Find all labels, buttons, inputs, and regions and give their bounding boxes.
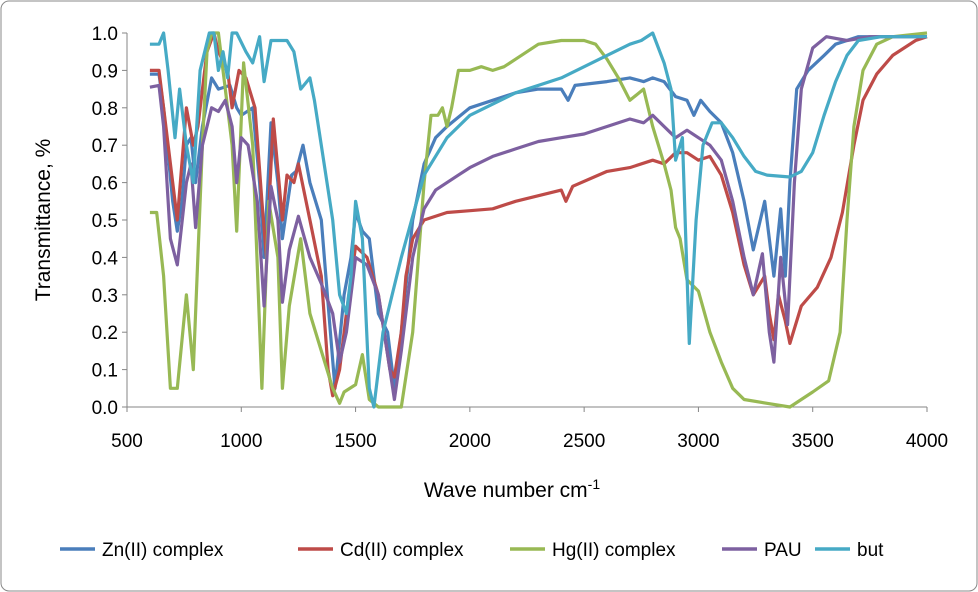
x-axis-title: Wave number cm-1	[424, 476, 600, 502]
y-tick-label: 0.0	[92, 398, 118, 419]
y-tick-label: 0.1	[92, 361, 118, 382]
x-tick-label: 1000	[220, 431, 262, 452]
y-tick-label: 0.2	[92, 323, 118, 344]
series-line-hg-ii-complex	[149, 31, 928, 409]
x-tick-label: 1500	[334, 431, 376, 452]
y-axis-title: Transmittance, %	[32, 139, 55, 302]
legend-label: PAU	[764, 540, 802, 561]
x-axis-title-superscript: -1	[588, 476, 601, 492]
y-tick-label: 0.9	[92, 61, 118, 82]
y-tick-label: 0.4	[92, 248, 119, 269]
x-axis-title-text: Wave number cm	[424, 479, 588, 502]
y-tick-label: 0.5	[92, 211, 118, 232]
y-tick-label: 0.8	[92, 99, 118, 120]
x-tick-label: 500	[111, 431, 143, 452]
x-tick-label: 2500	[563, 431, 605, 452]
x-tick-label: 3500	[792, 431, 834, 452]
y-tick-label: 0.3	[92, 286, 118, 307]
y-tick-label: 0.6	[92, 174, 118, 195]
x-tick-label: 4000	[906, 431, 948, 452]
x-tick-label: 2000	[449, 431, 491, 452]
series-line-but	[149, 31, 927, 409]
y-tick-label: 1.0	[92, 24, 118, 45]
legend-label: Cd(II) complex	[340, 540, 464, 561]
legend: Zn(II) complex Cd(II) complex Hg(II) compl…	[60, 540, 884, 561]
legend-label: Hg(II) complex	[552, 540, 676, 561]
y-tick-label: 0.7	[92, 136, 118, 157]
legend-label: but	[857, 540, 884, 561]
series-line-pau	[149, 35, 927, 402]
x-tick-label: 3000	[677, 431, 719, 452]
legend-label: Zn(II) complex	[102, 540, 224, 561]
